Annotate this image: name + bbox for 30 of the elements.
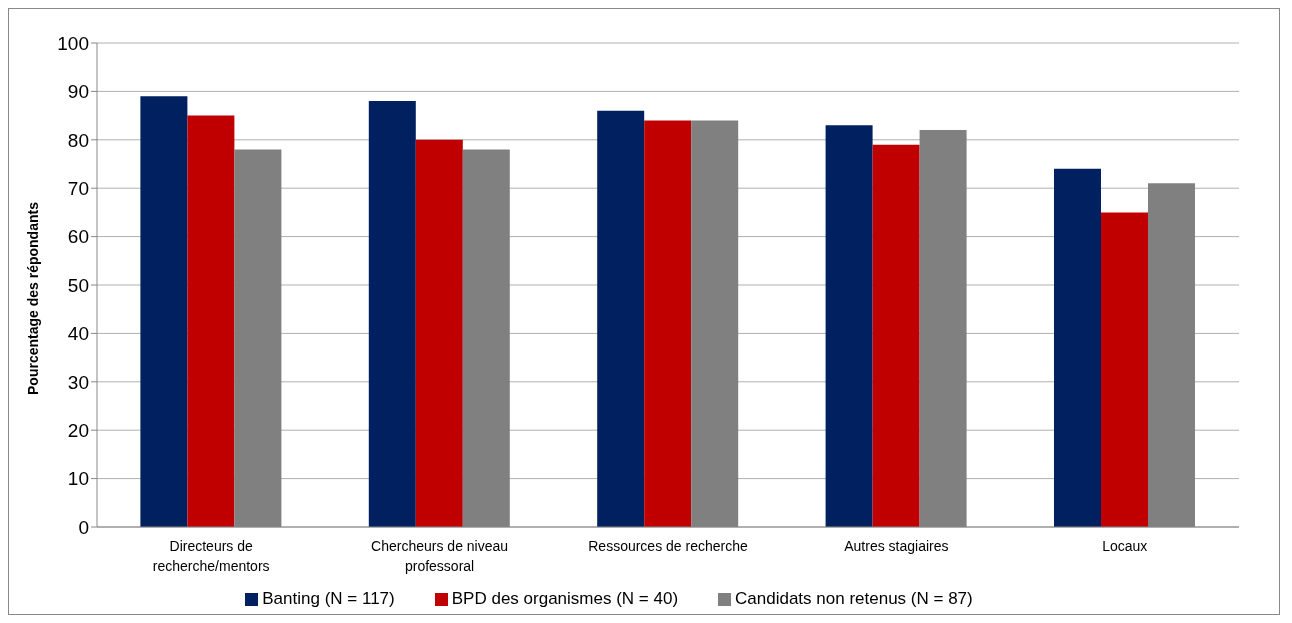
bar [644, 120, 692, 527]
bar [140, 96, 188, 527]
legend-label: Candidats non retenus (N = 87) [735, 589, 973, 608]
y-tick-label: 80 [67, 129, 89, 151]
x-tick-label: Chercheurs de niveau professoral [371, 538, 509, 574]
y-tick-label: 30 [67, 371, 89, 393]
x-tick-label: Directeurs de recherche/mentors [152, 538, 270, 574]
bar [1054, 168, 1101, 527]
bar [187, 115, 235, 527]
y-tick-label: 100 [57, 32, 89, 54]
y-tick-label: 90 [67, 81, 89, 103]
bar [368, 101, 416, 527]
bar [825, 125, 873, 527]
y-tick-label: 40 [67, 323, 89, 345]
x-tick-label: Ressources de recherche [588, 538, 748, 554]
y-tick-label: 60 [67, 226, 89, 248]
x-tick-label: Locaux [1102, 538, 1148, 554]
y-axis-title: Pourcentage des répondants [24, 201, 41, 395]
y-tick-label: 10 [67, 468, 89, 490]
legend-label: BPD des organismes (N = 40) [451, 589, 679, 608]
bar [597, 110, 645, 527]
y-tick-label: 20 [67, 419, 89, 441]
bar [415, 139, 463, 527]
x-tick-label: Autres stagiaires [844, 538, 949, 554]
y-tick-label: 0 [78, 516, 89, 538]
bar [872, 144, 920, 527]
legend-label: Banting (N = 117) [262, 589, 395, 608]
y-tick-label: 50 [67, 274, 89, 296]
bar [1101, 212, 1148, 527]
y-tick-label: 70 [67, 177, 89, 199]
